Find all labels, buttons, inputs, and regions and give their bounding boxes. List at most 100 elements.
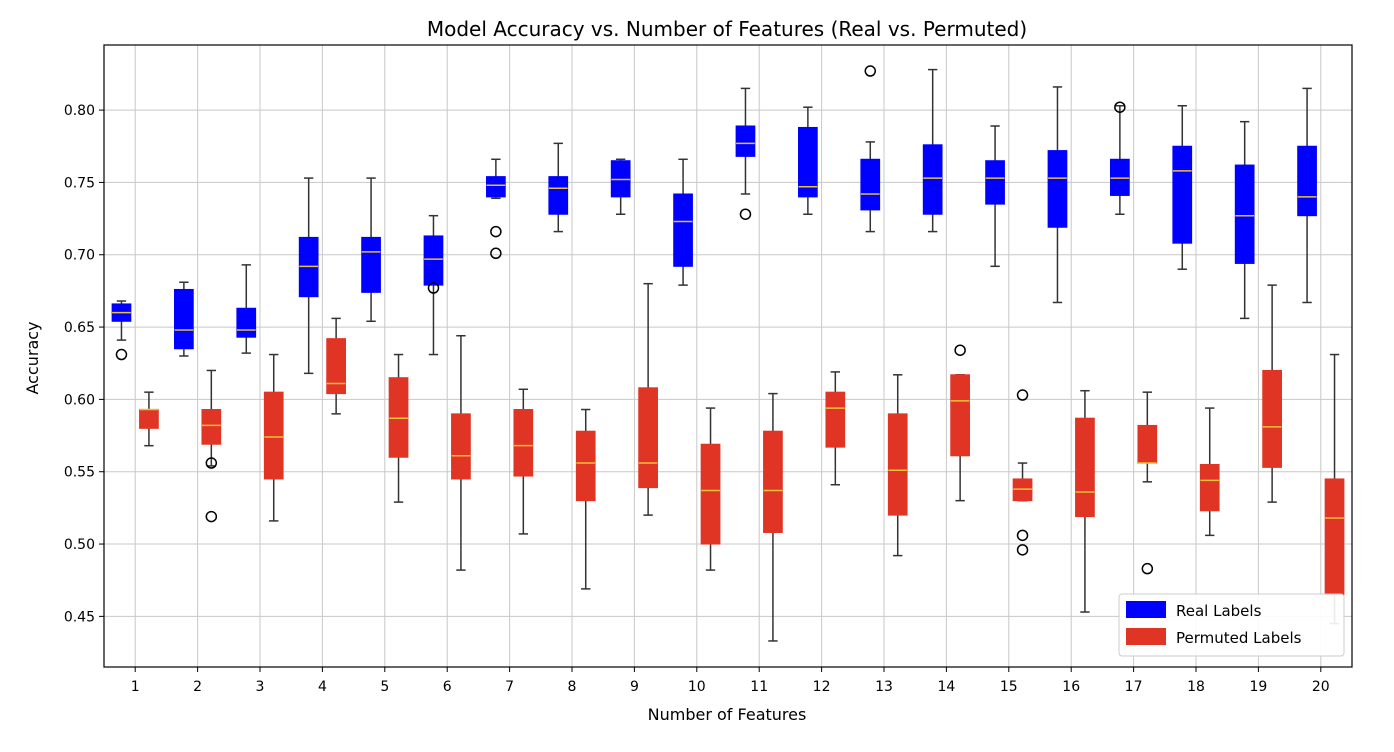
chart-title: Model Accuracy vs. Number of Features (R…: [427, 17, 1027, 41]
x-tick-label: 7: [505, 679, 514, 695]
box-body: [139, 409, 159, 429]
box-body: [638, 387, 658, 489]
box-body: [700, 443, 721, 545]
box-body: [423, 235, 444, 286]
x-tick-label: 16: [1062, 679, 1080, 695]
box-permuted: [201, 369, 222, 523]
box-permuted: [1137, 391, 1158, 575]
box-body: [985, 160, 1005, 205]
box-body: [1047, 150, 1068, 228]
box-permuted: [950, 344, 970, 502]
box-body: [673, 193, 693, 267]
box-body: [735, 125, 756, 157]
x-tick-label: 17: [1125, 679, 1143, 695]
x-tick-label: 2: [193, 679, 202, 695]
box-body: [236, 307, 257, 338]
box-real: [298, 177, 319, 375]
plot-frame: [103, 44, 1353, 668]
box-permuted: [451, 334, 471, 571]
y-tick-label: 0.45: [64, 609, 95, 625]
box-body: [575, 430, 596, 502]
box-permuted: [388, 353, 409, 503]
y-tick-label: 0.80: [64, 103, 95, 119]
outlier-point: [427, 282, 440, 294]
outlier-point: [1016, 389, 1029, 401]
box-plots: [111, 65, 1345, 642]
box-body: [1234, 164, 1255, 264]
box-permuted: [1199, 407, 1220, 537]
box-real: [985, 125, 1005, 268]
box-body: [174, 288, 194, 350]
box-body: [860, 158, 881, 211]
outlier-point: [1141, 562, 1154, 575]
box-permuted: [513, 388, 534, 535]
outlier-point: [864, 65, 877, 77]
box-body: [326, 338, 346, 395]
x-tick-label: 1: [131, 679, 140, 695]
y-tick-label: 0.65: [64, 320, 95, 336]
box-real: [1110, 101, 1130, 215]
box-real: [860, 65, 881, 233]
box-permuted: [763, 392, 783, 642]
y-axis-label: Accuracy: [23, 321, 42, 394]
x-axis-label: Number of Features: [648, 705, 807, 724]
x-tick-label: 13: [875, 679, 893, 695]
outlier-point: [490, 247, 502, 260]
box-body: [361, 236, 381, 293]
box-permuted: [1012, 389, 1033, 556]
outlier-point: [490, 225, 502, 238]
x-tick-label: 10: [688, 679, 706, 695]
x-tick-label: 6: [443, 679, 452, 695]
box-permuted: [139, 391, 159, 447]
x-tick-label: 12: [813, 679, 831, 695]
legend: Real Labels Permuted Labels: [1118, 593, 1345, 657]
y-tick-label: 0.75: [64, 175, 95, 191]
x-tick-label: 15: [1000, 679, 1018, 695]
box-real: [486, 158, 506, 260]
box-permuted: [1262, 284, 1282, 503]
legend-frame: [1118, 593, 1345, 657]
box-real: [111, 300, 132, 361]
box-body: [486, 176, 506, 198]
outlier-point: [115, 348, 128, 361]
box-body: [1172, 145, 1193, 244]
box-body: [451, 413, 471, 480]
box-real: [1172, 105, 1193, 270]
box-body: [1262, 369, 1282, 468]
outlier-point: [1016, 529, 1029, 542]
x-tick-label: 4: [318, 679, 327, 695]
box-body: [201, 409, 222, 445]
grid: [104, 45, 1352, 667]
x-tick-label: 20: [1312, 679, 1330, 695]
box-body: [950, 374, 970, 457]
outlier-point: [954, 344, 966, 356]
box-permuted: [638, 282, 658, 516]
box-body: [513, 409, 534, 477]
outlier-point: [1016, 544, 1029, 556]
box-real: [1234, 120, 1255, 320]
legend-label-permuted: Permuted Labels: [1176, 629, 1302, 647]
x-tick-label: 8: [568, 679, 577, 695]
box-body: [798, 126, 818, 198]
box-permuted: [1324, 353, 1345, 625]
box-real: [1047, 86, 1068, 304]
box-real: [735, 87, 756, 220]
legend-label-real: Real Labels: [1176, 602, 1262, 620]
box-real: [361, 177, 381, 323]
box-real: [1297, 87, 1317, 304]
box-real: [548, 142, 569, 233]
box-body: [263, 391, 284, 480]
box-body: [1137, 424, 1158, 464]
x-tick-label: 3: [256, 679, 265, 695]
outlier-point: [205, 510, 218, 523]
box-permuted: [1075, 389, 1095, 613]
outlier-point: [205, 457, 218, 469]
box-body: [1324, 478, 1345, 596]
legend-swatch-permuted: [1126, 628, 1166, 645]
box-body: [1075, 417, 1095, 518]
box-real: [174, 281, 194, 357]
y-tick-label: 0.55: [64, 465, 95, 481]
box-body: [1199, 463, 1220, 512]
box-permuted: [887, 374, 908, 557]
ticks: 0.450.500.550.600.650.700.750.801 2 3 4 5 6 7 8…: [64, 103, 1330, 695]
